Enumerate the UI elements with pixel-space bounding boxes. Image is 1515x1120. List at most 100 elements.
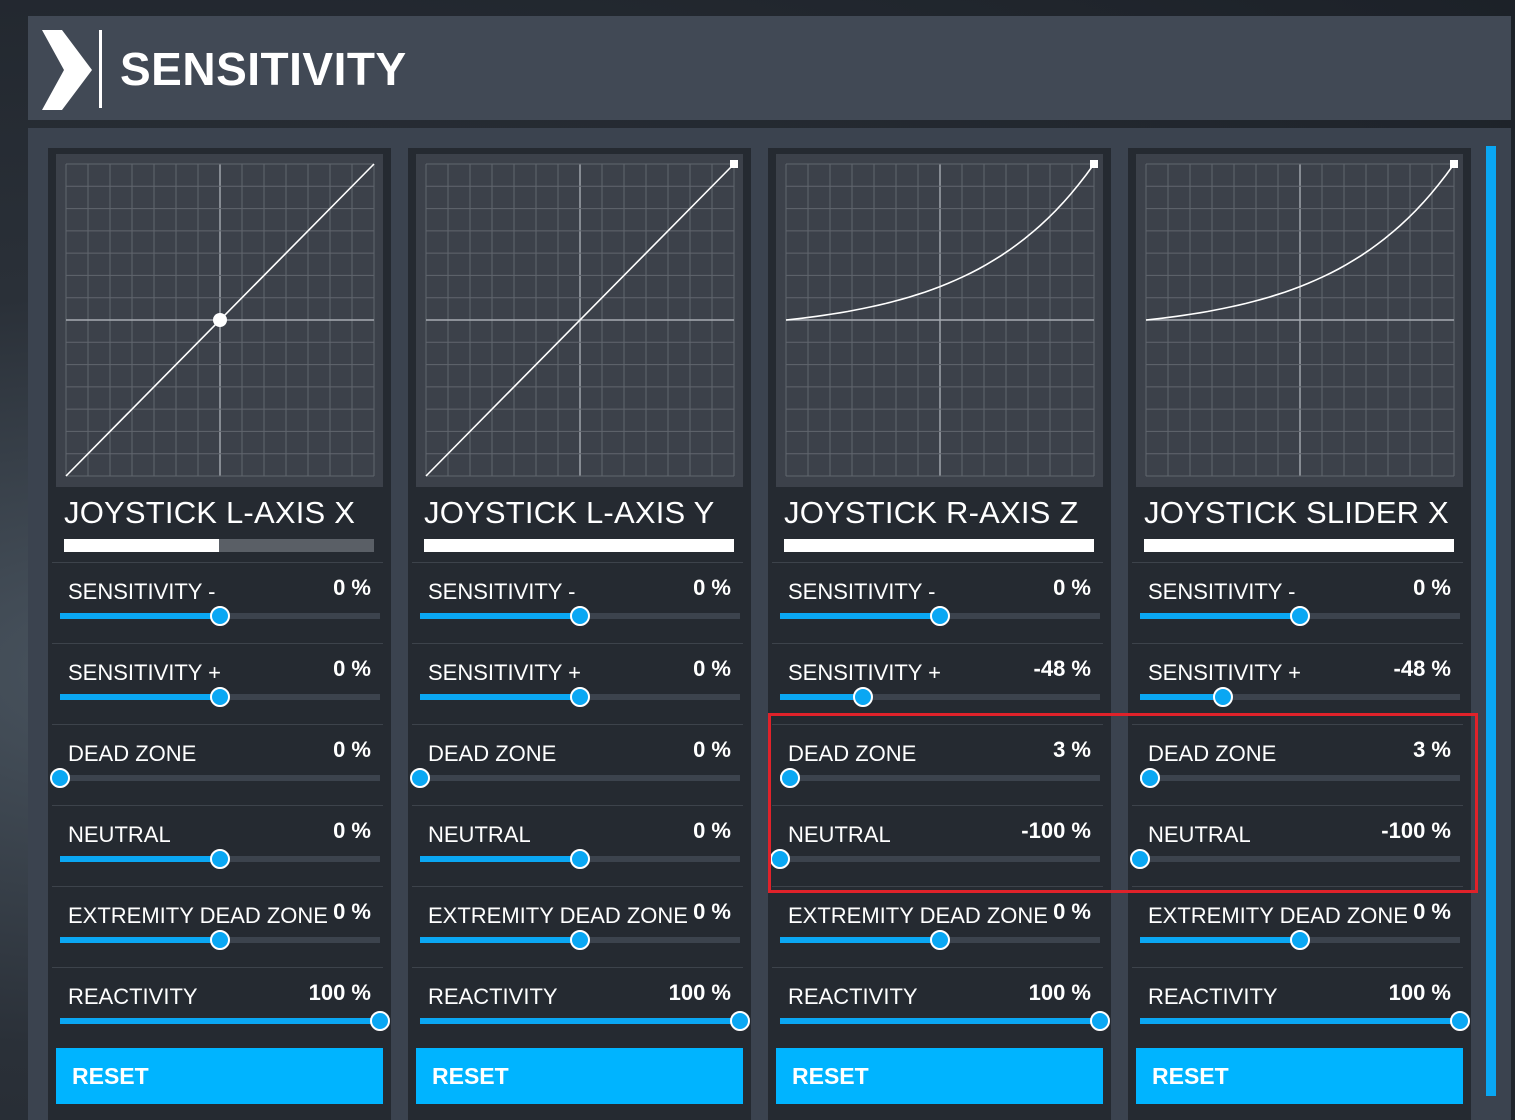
setting-sensitivity: SENSITIVITY + -48 % (1132, 643, 1463, 724)
input-position-marker (213, 313, 227, 327)
slider-track[interactable] (1140, 1011, 1470, 1031)
setting-label: NEUTRAL (68, 822, 171, 847)
slider-track[interactable] (420, 930, 740, 950)
setting-dead-zone: DEAD ZONE 0 % (410, 724, 743, 805)
slider-handle[interactable] (1213, 687, 1234, 707)
setting-label: DEAD ZONE (1148, 741, 1277, 766)
setting-value: 3 % (1413, 737, 1451, 762)
setting-value: 0 % (333, 737, 371, 762)
setting-value: 0 % (333, 899, 371, 924)
slider-track[interactable] (780, 687, 1100, 707)
slider-track[interactable] (779, 768, 1100, 788)
slider-track[interactable] (780, 1011, 1110, 1031)
setting-extremity-dead-zone: EXTREMITY DEAD ZONE 0 % (412, 886, 743, 967)
slider-handle[interactable] (1130, 849, 1150, 869)
reset-button[interactable]: RESET (56, 1048, 383, 1104)
page-title: SENSITIVITY (120, 43, 407, 95)
header: SENSITIVITY (28, 16, 1511, 120)
slider-track[interactable] (50, 768, 380, 788)
slider-handle[interactable] (930, 930, 950, 950)
setting-label: EXTREMITY DEAD ZONE (1148, 903, 1408, 928)
slider-handle[interactable] (570, 606, 590, 626)
slider-track[interactable] (780, 606, 1100, 626)
slider-track[interactable] (1139, 768, 1460, 788)
setting-value: 0 % (1413, 575, 1451, 600)
slider-handle[interactable] (1290, 930, 1310, 950)
axis-input-bar-fill (64, 539, 219, 552)
slider-handle[interactable] (853, 687, 874, 707)
slider-handle[interactable] (410, 768, 430, 788)
response-curve-line (785, 163, 1095, 321)
response-curve-graph (1136, 154, 1463, 487)
setting-label: NEUTRAL (428, 822, 531, 847)
slider-handle[interactable] (210, 606, 230, 626)
slider-handle[interactable] (930, 606, 950, 626)
setting-label: REACTIVITY (1148, 984, 1278, 1009)
slider-handle[interactable] (50, 768, 70, 788)
slider-fill (1140, 1018, 1460, 1024)
slider-fill (60, 856, 220, 862)
setting-value: 0 % (693, 575, 731, 600)
slider-track[interactable] (770, 849, 1100, 869)
setting-label: DEAD ZONE (788, 741, 917, 766)
slider-track[interactable] (420, 1011, 750, 1031)
reset-button[interactable]: RESET (416, 1048, 743, 1104)
slider-track[interactable] (60, 930, 380, 950)
slider-track[interactable] (1140, 930, 1460, 950)
header-divider (99, 30, 102, 108)
slider-handle[interactable] (210, 849, 230, 869)
slider-track[interactable] (1140, 606, 1460, 626)
axis-input-bar (64, 539, 374, 552)
slider-handle[interactable] (1139, 768, 1160, 788)
reset-button[interactable]: RESET (776, 1048, 1103, 1104)
slider-track[interactable] (60, 687, 380, 707)
slider-fill (420, 1018, 740, 1024)
slider-track[interactable] (60, 1011, 390, 1031)
slider-fill (60, 937, 220, 943)
slider-fill (1140, 937, 1300, 943)
scrollbar[interactable] (1486, 146, 1496, 1096)
setting-value: 100 % (668, 980, 731, 1005)
slider-track[interactable] (60, 606, 380, 626)
slider-handle[interactable] (570, 930, 590, 950)
slider-fill (60, 1018, 380, 1024)
setting-label: SENSITIVITY + (428, 660, 582, 685)
setting-value: 0 % (333, 818, 371, 843)
response-curve-svg (1145, 160, 1458, 477)
setting-label: SENSITIVITY - (68, 579, 216, 604)
slider-handle[interactable] (730, 1011, 750, 1031)
axis-name: JOYSTICK L-AXIS Y (424, 495, 715, 530)
reset-button[interactable]: RESET (1136, 1048, 1463, 1104)
input-position-marker (1450, 160, 1458, 168)
slider-track[interactable] (60, 849, 380, 869)
setting-neutral: NEUTRAL -100 % (1130, 805, 1463, 886)
slider-handle[interactable] (210, 687, 230, 707)
slider-handle[interactable] (210, 930, 230, 950)
axis-name: JOYSTICK L-AXIS X (64, 495, 356, 530)
slider-handle[interactable] (570, 687, 590, 707)
slider-track[interactable] (420, 606, 740, 626)
axis-name: JOYSTICK R-AXIS Z (784, 495, 1079, 530)
slider-handle[interactable] (1090, 1011, 1110, 1031)
setting-extremity-dead-zone: EXTREMITY DEAD ZONE 0 % (772, 886, 1103, 967)
slider-handle[interactable] (1290, 606, 1310, 626)
axis-name: JOYSTICK SLIDER X (1144, 495, 1449, 530)
slider-track[interactable] (780, 930, 1100, 950)
setting-label: SENSITIVITY - (428, 579, 576, 604)
setting-dead-zone: DEAD ZONE 3 % (772, 724, 1103, 805)
slider-track[interactable] (1130, 849, 1460, 869)
slider-track[interactable] (420, 849, 740, 869)
slider-handle[interactable] (570, 849, 590, 869)
setting-label: EXTREMITY DEAD ZONE (788, 903, 1048, 928)
slider-handle[interactable] (370, 1011, 390, 1031)
slider-track[interactable] (410, 768, 740, 788)
slider-handle[interactable] (779, 768, 800, 788)
setting-sensitivity: SENSITIVITY + 0 % (52, 643, 383, 724)
slider-fill (780, 937, 940, 943)
slider-track[interactable] (1140, 687, 1460, 707)
slider-handle[interactable] (770, 849, 790, 869)
slider-track[interactable] (420, 687, 740, 707)
slider-handle[interactable] (1450, 1011, 1470, 1031)
response-curve-graph (56, 154, 383, 487)
setting-label: NEUTRAL (788, 822, 891, 847)
